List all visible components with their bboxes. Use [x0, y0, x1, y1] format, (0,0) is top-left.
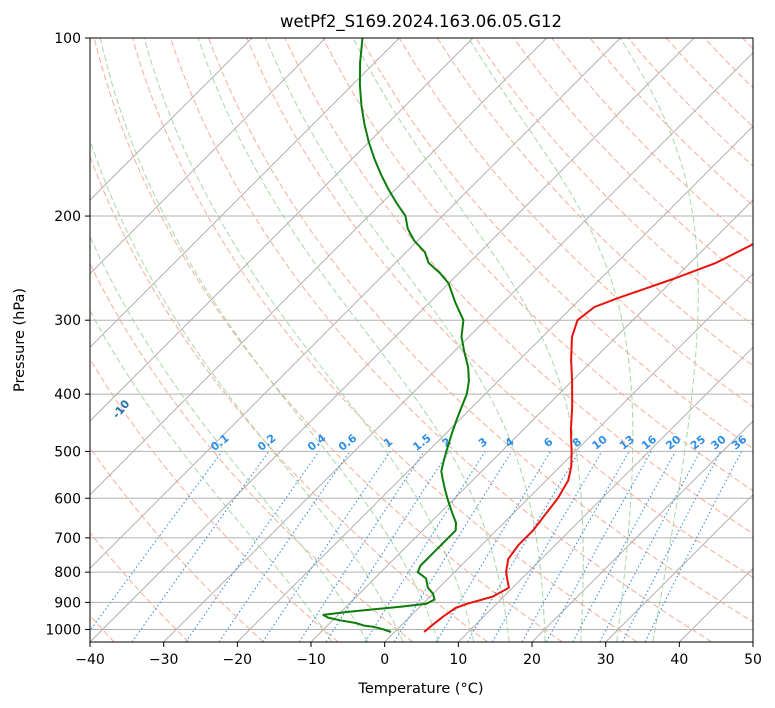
temperature-profile — [423, 243, 753, 633]
x-tick-label: −30 — [149, 652, 179, 668]
plot-frame — [89, 37, 754, 643]
y-tick-label: 1000 — [45, 622, 81, 638]
plot-area: 0.10.20.40.611.52346810131620253036-100-… — [90, 38, 753, 642]
dry-adiabat-line — [90, 358, 339, 642]
mixing-ratio-line — [185, 451, 320, 642]
dry-adiabats — [90, 38, 753, 642]
mixing-ratio-line — [644, 451, 742, 642]
mixing-ratio-lines — [90, 451, 742, 642]
dry-adiabat-line — [208, 38, 753, 623]
mixing-ratio-line — [393, 451, 513, 642]
mixing-ratio-line — [262, 451, 391, 642]
y-tick-label: 300 — [54, 313, 81, 329]
x-tick-label: 10 — [449, 652, 467, 668]
moist-adiabat-line — [143, 38, 475, 642]
mixing-ratio-line — [325, 451, 450, 642]
isotherm-line — [90, 38, 474, 422]
moist-adiabat-line — [90, 235, 369, 642]
moist-adiabat-line — [99, 38, 439, 642]
x-axis-label: Temperature (°C) — [357, 681, 483, 697]
x-tick-label: 40 — [670, 652, 688, 668]
mixing-ratio-line — [621, 451, 722, 642]
dry-adiabat-line — [90, 446, 264, 642]
y-tick-label: 900 — [54, 595, 81, 611]
moist-adiabats — [90, 38, 699, 642]
mixing-ratio-line — [90, 451, 223, 632]
moist-adiabat-line — [352, 38, 584, 642]
isotherm-line — [457, 346, 753, 642]
isotherms — [90, 38, 753, 642]
dry-adiabat-line — [398, 38, 753, 408]
dry-adiabat-line — [246, 38, 753, 578]
x-tick-label: 20 — [523, 652, 541, 668]
dry-adiabat-line — [90, 531, 190, 642]
axes: −40 −30 −20 −10 0 10 20 30 40 50 100 200 300 400 500 60… — [45, 31, 762, 668]
isotherm-line — [90, 38, 253, 201]
dry-adiabat-line — [93, 38, 563, 642]
dry-adiabat-line — [90, 262, 414, 642]
x-tick-label: 0 — [380, 652, 389, 668]
y-tick-label: 500 — [54, 444, 81, 460]
mixing-ratio-line — [521, 451, 630, 642]
isotherm-line — [531, 420, 753, 642]
y-tick-label: 700 — [54, 531, 81, 547]
mixing-ratio-line — [572, 451, 676, 642]
x-tick-label: −20 — [223, 652, 253, 668]
y-axis-label: Pressure (hPa) — [12, 288, 28, 392]
moist-adiabat-line — [265, 38, 546, 642]
isotherm-line — [90, 38, 621, 570]
mixing-ratio-line — [298, 451, 425, 642]
pressure-gridlines — [90, 38, 753, 630]
y-tick-label: 100 — [54, 31, 81, 47]
dry-adiabat-line — [131, 38, 638, 642]
moist-adiabat-line — [619, 38, 699, 642]
mixing-ratio-line — [545, 451, 652, 642]
isotherm-line — [384, 272, 753, 642]
moist-adiabat-line — [90, 139, 404, 642]
isotherm-line — [90, 38, 548, 496]
dry-adiabat-line — [360, 38, 753, 450]
moist-adiabat-line — [197, 38, 510, 642]
dry-adiabat-line — [170, 38, 712, 642]
dewpoint-profile — [322, 38, 470, 633]
dry-adiabat-line — [436, 38, 753, 367]
mixing-ratio-line — [218, 451, 351, 642]
mixing-ratio-line — [131, 451, 270, 642]
isotherm-line — [90, 38, 327, 275]
x-tick-label: 50 — [744, 652, 762, 668]
y-tick-label: 200 — [54, 209, 81, 225]
isotherm-line — [236, 125, 753, 642]
dry-adiabat-line — [284, 38, 753, 535]
chart-title: wetPf2_S169.2024.163.06.05.G12 — [280, 12, 562, 32]
isotherm-line — [605, 493, 753, 642]
isotherm-line — [163, 51, 753, 642]
y-tick-label: 400 — [54, 387, 81, 403]
x-tick-label: 30 — [597, 652, 615, 668]
y-tick-label: 600 — [54, 491, 81, 507]
isotherm-line — [90, 38, 400, 349]
dry-adiabat-line — [513, 38, 753, 286]
x-tick-label: −10 — [296, 652, 326, 668]
y-tick-label: 800 — [54, 565, 81, 581]
isotherm-line — [90, 38, 695, 642]
sounding-profiles — [322, 38, 753, 633]
x-tick-label: −40 — [75, 652, 105, 668]
